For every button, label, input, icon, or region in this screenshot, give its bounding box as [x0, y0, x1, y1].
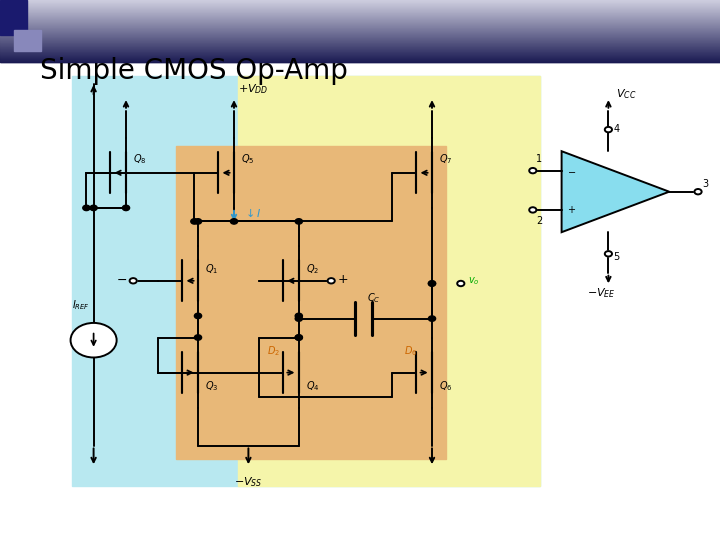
Circle shape [194, 335, 202, 340]
Circle shape [295, 313, 302, 319]
Circle shape [295, 316, 302, 321]
Circle shape [71, 323, 117, 357]
Circle shape [194, 313, 202, 319]
Text: $Q_4$: $Q_4$ [306, 379, 320, 393]
Circle shape [428, 281, 436, 286]
Circle shape [605, 251, 612, 256]
Polygon shape [562, 151, 670, 232]
Text: $-V_{EE}$: $-V_{EE}$ [587, 286, 616, 300]
Text: $-$: $-$ [117, 273, 127, 286]
Circle shape [191, 219, 198, 224]
Text: $D_6$: $D_6$ [404, 344, 417, 358]
Text: 3: 3 [703, 179, 708, 189]
Bar [72, 76, 540, 486]
Circle shape [529, 207, 536, 213]
Circle shape [295, 219, 302, 224]
Text: $D_2$: $D_2$ [267, 344, 280, 358]
Circle shape [130, 278, 137, 284]
Circle shape [122, 205, 130, 211]
Circle shape [428, 281, 436, 286]
Circle shape [605, 127, 612, 132]
Text: $Q_1$: $Q_1$ [205, 262, 218, 276]
Circle shape [295, 335, 302, 340]
Text: $-V_{SS}$: $-V_{SS}$ [234, 475, 263, 489]
Text: Simple CMOS Op-Amp: Simple CMOS Op-Amp [40, 57, 348, 85]
Text: $+$: $+$ [337, 273, 348, 286]
Text: $Q_2$: $Q_2$ [306, 262, 319, 276]
Circle shape [90, 205, 97, 211]
Circle shape [295, 335, 302, 340]
Circle shape [194, 219, 202, 224]
Text: $v_o$: $v_o$ [468, 275, 480, 287]
Text: $Q_6$: $Q_6$ [439, 379, 453, 393]
Text: $-$: $-$ [567, 166, 577, 176]
Circle shape [328, 278, 335, 284]
Bar [0, 0, 27, 35]
Text: $Q_3$: $Q_3$ [205, 379, 219, 393]
Circle shape [694, 189, 701, 194]
Bar [14, 30, 41, 51]
Text: 4: 4 [613, 124, 620, 133]
Circle shape [230, 219, 238, 224]
Bar [176, 146, 446, 459]
Circle shape [428, 316, 436, 321]
Bar [238, 76, 540, 486]
Text: $Q_7$: $Q_7$ [439, 152, 453, 166]
Circle shape [83, 205, 90, 211]
Text: $+V_{DD}$: $+V_{DD}$ [238, 82, 268, 96]
Text: $+$: $+$ [567, 205, 577, 215]
Text: $Q_8$: $Q_8$ [133, 152, 147, 166]
Circle shape [529, 168, 536, 173]
Text: 1: 1 [536, 154, 543, 164]
Text: $I_{REF}$: $I_{REF}$ [72, 298, 90, 312]
Text: $V_{CC}$: $V_{CC}$ [616, 87, 636, 102]
Text: $Q_5$: $Q_5$ [241, 152, 255, 166]
Text: $\downarrow I$: $\downarrow I$ [243, 207, 261, 219]
Circle shape [457, 281, 464, 286]
Text: $C_C$: $C_C$ [367, 291, 381, 305]
Text: 2: 2 [536, 217, 543, 226]
Text: 5: 5 [613, 252, 620, 261]
